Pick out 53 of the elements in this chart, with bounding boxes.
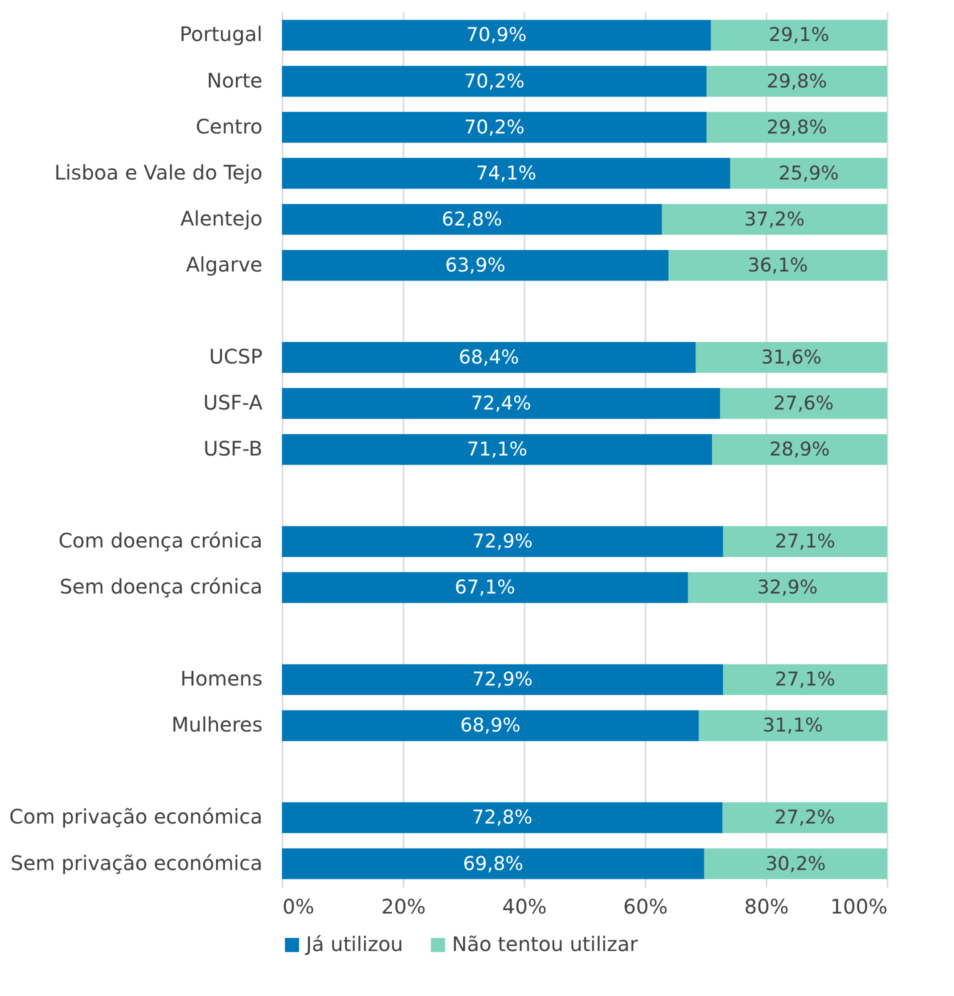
x-tick-label: 0% [282,894,314,918]
x-tick-label: 40% [502,894,547,918]
data-label: 31,1% [762,714,824,737]
y-tick-label: USF-A [203,390,263,414]
data-label: 68,9% [460,714,521,737]
data-label: 69,8% [462,852,524,875]
data-label: 28,9% [769,438,830,460]
data-label: 30,2% [765,852,826,875]
y-tick-label: Com doença crónica [58,528,262,553]
data-label: 32,9% [757,576,818,599]
data-label: 62,8% [442,208,502,230]
y-tick-label: Algarve [186,252,262,276]
y-tick-label: Sem privação económica [10,850,262,875]
y-tick-label: Lisboa e Vale do Tejo [54,160,262,184]
y-tick-label: Alentejo [180,206,262,230]
data-label: 27,6% [773,392,834,414]
data-label: 27,1% [774,530,836,553]
data-label: 31,6% [761,346,822,368]
data-label: 36,1% [748,254,808,276]
y-tick-label: UCSP [209,344,262,368]
data-label: 29,1% [768,24,830,46]
data-label: 68,4% [458,346,520,368]
y-tick-label: USF-B [203,436,262,460]
data-label: 37,2% [744,208,805,230]
y-tick-label: Mulheres [172,712,262,737]
data-label: 27,1% [774,668,836,691]
data-label: 29,8% [766,70,828,92]
legend-label: Não tentou utilizar [452,932,639,956]
data-label: 25,9% [778,162,839,184]
data-label: 67,1% [454,576,516,599]
data-label: 72,9% [472,530,533,553]
data-label: 70,9% [466,24,527,46]
data-label: 72,4% [470,392,532,414]
data-label: 27,2% [774,806,835,829]
x-tick-label: 80% [744,894,789,918]
data-label: 71,1% [466,438,528,460]
x-tick-label: 100% [830,894,888,918]
data-label: 72,9% [472,668,533,691]
y-tick-label: Portugal [180,22,262,46]
data-label: 63,9% [445,254,506,276]
data-label: 29,8% [766,116,828,138]
y-tick-label: Sem doença crónica [60,574,262,599]
data-label: 70,2% [464,116,525,138]
y-tick-label: Norte [206,68,262,92]
x-tick-label: 60% [623,894,668,918]
data-label: 72,8% [472,806,532,829]
data-label: 74,1% [476,162,536,184]
legend-label: Já utilizou [304,932,404,956]
y-tick-label: Com privação económica [9,804,262,829]
x-tick-label: 20% [381,894,426,918]
y-tick-label: Homens [180,666,262,691]
data-label: 70,2% [464,70,525,92]
y-tick-label: Centro [196,114,262,138]
